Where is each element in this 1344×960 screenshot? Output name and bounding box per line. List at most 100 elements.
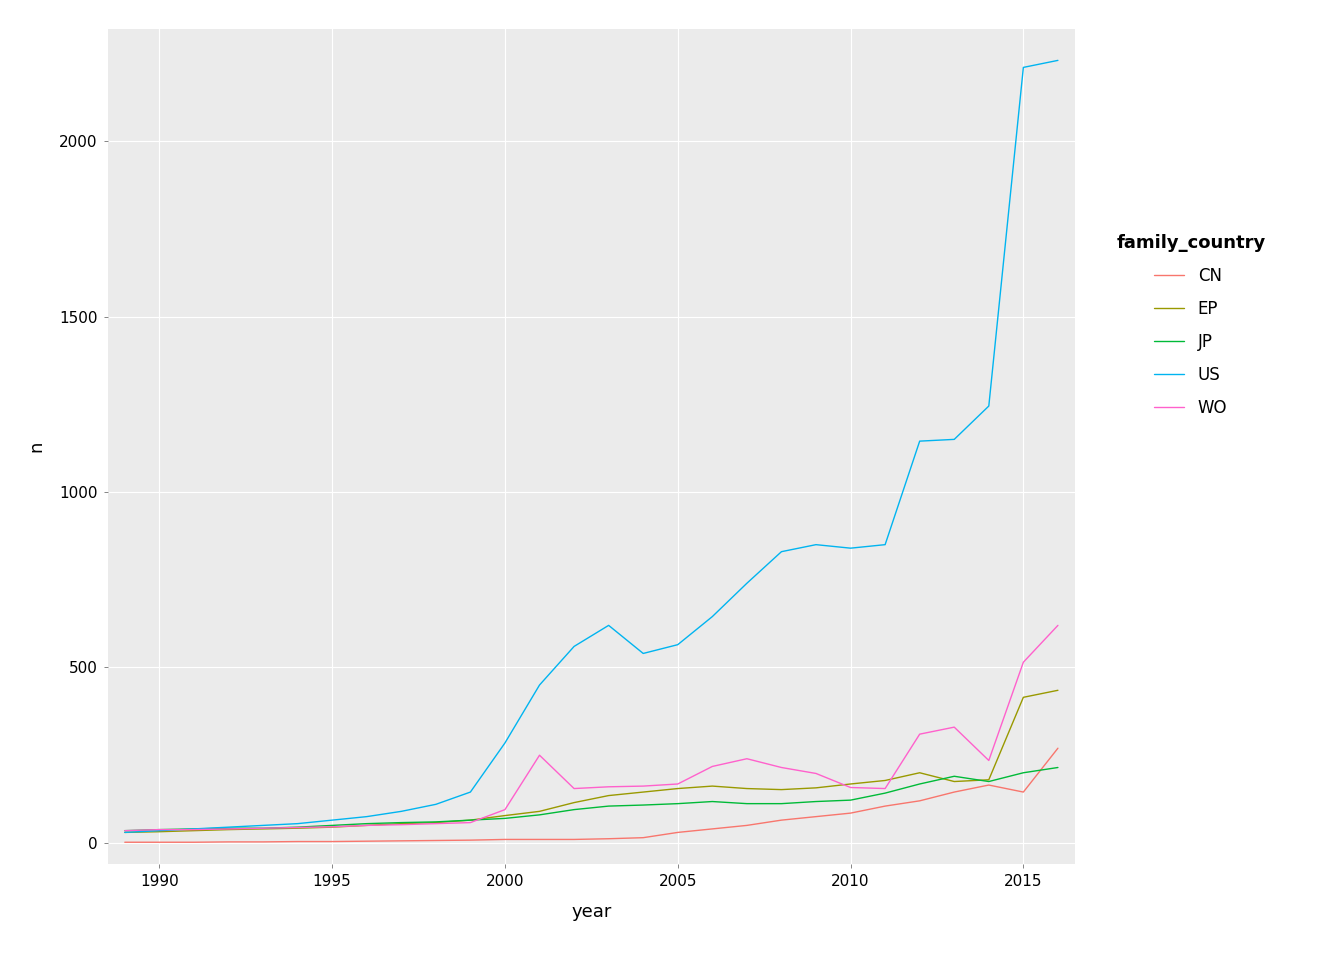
WO — [531, 750, 547, 761]
WO — [843, 781, 859, 793]
EP — [255, 823, 271, 834]
Line: US: US — [125, 60, 1058, 832]
WO — [601, 781, 617, 793]
EP — [911, 767, 927, 779]
US — [185, 823, 202, 834]
JP — [1050, 761, 1066, 773]
CN — [117, 836, 133, 848]
US — [636, 648, 652, 660]
US — [878, 539, 894, 550]
EP — [427, 817, 444, 828]
EP — [773, 784, 789, 796]
WO — [636, 780, 652, 792]
EP — [324, 822, 340, 833]
Line: EP: EP — [125, 690, 1058, 832]
JP — [669, 798, 685, 809]
WO — [704, 760, 720, 772]
CN — [220, 836, 237, 848]
WO — [566, 782, 582, 794]
JP — [359, 818, 375, 829]
US — [843, 542, 859, 554]
CN — [427, 835, 444, 847]
EP — [1015, 691, 1031, 703]
EP — [497, 810, 513, 822]
US — [152, 825, 168, 836]
JP — [1015, 767, 1031, 779]
CN — [601, 833, 617, 845]
EP — [601, 790, 617, 802]
US — [566, 640, 582, 652]
US — [981, 400, 997, 412]
WO — [462, 817, 478, 828]
WO — [808, 768, 824, 780]
JP — [773, 798, 789, 809]
WO — [255, 823, 271, 834]
CN — [636, 832, 652, 844]
JP — [462, 814, 478, 826]
WO — [359, 820, 375, 831]
US — [359, 811, 375, 823]
JP — [601, 801, 617, 812]
CN — [324, 836, 340, 848]
US — [289, 818, 305, 829]
WO — [878, 782, 894, 794]
US — [1015, 61, 1031, 73]
WO — [152, 824, 168, 835]
CN — [843, 807, 859, 819]
US — [704, 611, 720, 622]
EP — [531, 805, 547, 817]
US — [220, 822, 237, 833]
JP — [843, 794, 859, 805]
EP — [981, 774, 997, 785]
WO — [911, 729, 927, 740]
US — [739, 578, 755, 589]
CN — [289, 836, 305, 848]
US — [531, 680, 547, 691]
JP — [117, 825, 133, 836]
WO — [497, 804, 513, 815]
JP — [531, 809, 547, 821]
JP — [394, 817, 410, 828]
CN — [394, 835, 410, 847]
JP — [497, 812, 513, 824]
EP — [117, 827, 133, 838]
JP — [808, 796, 824, 807]
WO — [1050, 619, 1066, 631]
EP — [185, 825, 202, 836]
US — [946, 434, 962, 445]
CN — [981, 780, 997, 791]
EP — [704, 780, 720, 792]
WO — [185, 824, 202, 835]
CN — [462, 834, 478, 846]
WO — [669, 779, 685, 790]
WO — [220, 823, 237, 834]
US — [808, 539, 824, 550]
WO — [773, 761, 789, 773]
CN — [878, 801, 894, 812]
Line: WO: WO — [125, 625, 1058, 830]
EP — [394, 818, 410, 829]
CN — [152, 836, 168, 848]
JP — [255, 823, 271, 834]
EP — [152, 826, 168, 837]
JP — [220, 823, 237, 834]
WO — [117, 825, 133, 836]
JP — [324, 820, 340, 831]
CN — [773, 814, 789, 826]
JP — [911, 779, 927, 790]
US — [669, 639, 685, 651]
JP — [427, 816, 444, 828]
EP — [289, 823, 305, 834]
US — [497, 737, 513, 749]
WO — [324, 821, 340, 832]
EP — [808, 782, 824, 794]
JP — [878, 787, 894, 799]
US — [1050, 55, 1066, 66]
CN — [566, 833, 582, 845]
US — [601, 619, 617, 631]
CN — [669, 827, 685, 838]
CN — [1050, 742, 1066, 754]
JP — [289, 822, 305, 833]
CN — [808, 811, 824, 823]
JP — [704, 796, 720, 807]
